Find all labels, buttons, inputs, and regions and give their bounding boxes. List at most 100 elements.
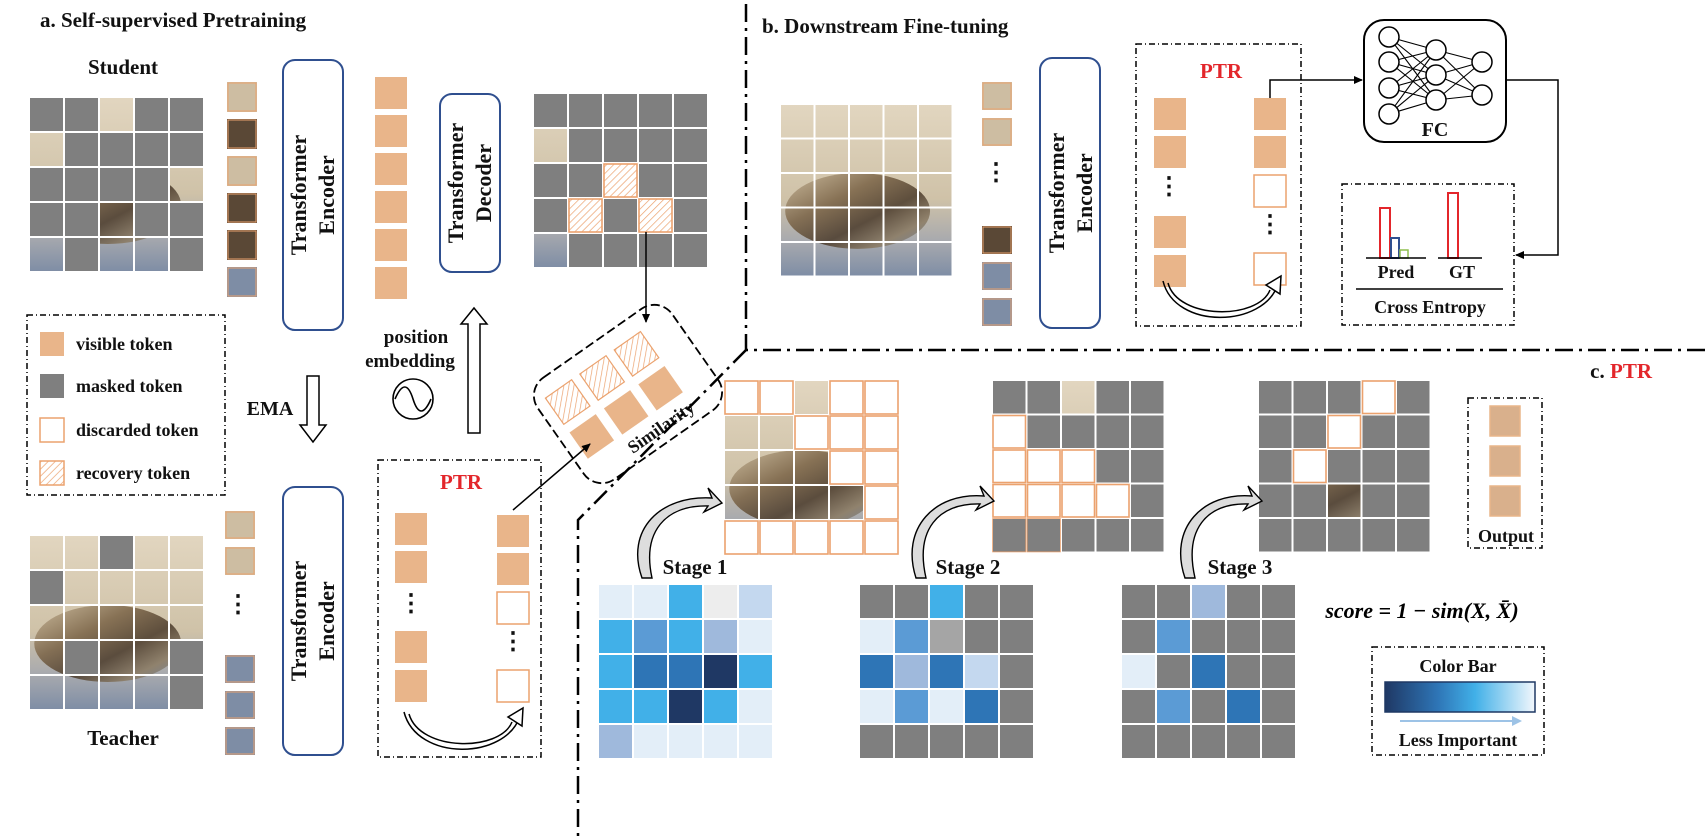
- finetune-encoder-line1: Transformer: [1044, 132, 1069, 253]
- fc-neuron: [1378, 77, 1400, 99]
- heatmap-1-cell: [702, 653, 739, 690]
- stage-3-label: Stage 3: [1208, 555, 1273, 579]
- color-bar-gradient: [1384, 681, 1536, 713]
- student-cell: [169, 97, 204, 132]
- heatmap-1-cell: [702, 688, 739, 725]
- finetune-token-column: [982, 82, 1012, 326]
- output-token-1: [1489, 405, 1521, 437]
- ptr-b-curved-arrowhead: [1264, 274, 1282, 296]
- ptr-b-input-token: [1154, 216, 1186, 248]
- heatmap-1-cell: [597, 653, 634, 690]
- heatmap-3-cell: [1225, 723, 1262, 760]
- teacher-token: [225, 727, 255, 755]
- encoded-token: [375, 191, 407, 223]
- heatmap-2-cell: [893, 688, 930, 725]
- heatmap-2-cell: [963, 688, 1000, 725]
- student-cell: [64, 132, 99, 167]
- recon-cell: [603, 93, 638, 128]
- fc-neuron: [1425, 89, 1447, 111]
- similarity-box: Similarity: [533, 303, 723, 485]
- teacher-cell: [29, 570, 64, 605]
- finetune-token: [982, 262, 1012, 290]
- stage-3-curved-arrow: [1180, 485, 1264, 579]
- recon-cell: [568, 163, 603, 198]
- stage2-cell: [992, 414, 1027, 449]
- student-label: Student: [88, 55, 158, 79]
- student-cell: [29, 167, 64, 202]
- heatmap-1-cell: [597, 688, 634, 725]
- recon-cell: [673, 93, 708, 128]
- stage1-cell: [829, 380, 864, 415]
- recon-cell: [638, 198, 673, 233]
- encoded-token: [375, 267, 407, 299]
- heatmap-1-cell: [737, 583, 774, 620]
- heatmap-3-cell: [1190, 723, 1227, 760]
- stage2-cell: [992, 449, 1027, 484]
- color-bar-title: Color Bar: [1419, 656, 1496, 676]
- output-token-2: [1489, 445, 1521, 477]
- heatmap-2-cell: [928, 688, 965, 725]
- stage3-cell: [1292, 380, 1327, 415]
- reconstructed-patch-grid: [532, 92, 709, 269]
- heatmap-2-cell: [928, 583, 965, 620]
- heatmap-3-cell: [1120, 583, 1157, 620]
- stage3-cell: [1361, 518, 1396, 553]
- heatmap-2-cell: [963, 583, 1000, 620]
- student-cell: [64, 97, 99, 132]
- stage3-cell: [1258, 414, 1293, 449]
- stage3-cell: [1292, 449, 1327, 484]
- ptr-b-input-token: [1154, 255, 1186, 287]
- teacher-token: [225, 691, 255, 719]
- teacher-cell: [99, 535, 134, 570]
- heatmap-1-cell: [597, 723, 634, 760]
- recon-cell: [533, 93, 568, 128]
- finetune-token: [982, 82, 1012, 110]
- ptr-a-input-token: [395, 670, 427, 702]
- ptr-b-kept-token: [1254, 98, 1286, 130]
- heatmap-3-cell: [1260, 583, 1297, 620]
- stage3-cell: [1361, 414, 1396, 449]
- finetune-encoder-block: Transformer Encoder: [1039, 57, 1101, 329]
- recon-cell: [603, 198, 638, 233]
- recon-cell: [673, 233, 708, 268]
- ellipsis-teacher-tokens: ⋮: [226, 592, 250, 618]
- heatmap-3-cell: [1225, 688, 1262, 725]
- output-label: Output: [1478, 526, 1534, 546]
- student-encoder-block: Transformer Encoder: [282, 59, 344, 331]
- teacher-label: Teacher: [87, 726, 159, 750]
- student-token: [227, 267, 257, 297]
- heatmap-1-cell: [632, 583, 669, 620]
- stage2-cell: [1061, 449, 1096, 484]
- legend-recovery-label: recovery token: [76, 463, 190, 483]
- stage1-cell: [794, 415, 829, 450]
- heatmap-3-cell: [1155, 653, 1192, 690]
- gt-bar: [1447, 192, 1459, 259]
- stage3-cell: [1258, 380, 1293, 415]
- encoded-token: [375, 115, 407, 147]
- heatmap-3-cell: [1155, 583, 1192, 620]
- stage1-cell: [759, 380, 794, 415]
- heatmap-2-cell: [858, 583, 895, 620]
- importance-heatmaps: [597, 583, 1297, 760]
- heatmap-3-cell: [1120, 688, 1157, 725]
- stage2-cell: [1095, 483, 1130, 518]
- ptr-a-input-token: [395, 513, 427, 545]
- ptr-b-input-token: [1154, 136, 1186, 168]
- heatmap-2-cell: [893, 618, 930, 655]
- legend-visible-label: visible token: [76, 334, 173, 354]
- heatmap-3-cell: [1155, 723, 1192, 760]
- teacher-token: [225, 547, 255, 575]
- student-cell: [29, 202, 64, 237]
- heatmap-3-cell: [1120, 653, 1157, 690]
- heatmap-3-cell: [1225, 583, 1262, 620]
- recon-cell: [673, 163, 708, 198]
- ptr-label-a: PTR: [440, 470, 483, 494]
- stage1-cell: [864, 415, 899, 450]
- recon-cell: [568, 233, 603, 268]
- legend: visible token masked token discarded tok…: [26, 314, 226, 496]
- heatmap-2-cell: [893, 653, 930, 690]
- decoder-line1: Transformer: [443, 122, 468, 243]
- stage3-cell: [1396, 449, 1431, 484]
- heatmap-1-cell: [597, 583, 634, 620]
- teacher-encoder-line1: Transformer: [286, 560, 311, 681]
